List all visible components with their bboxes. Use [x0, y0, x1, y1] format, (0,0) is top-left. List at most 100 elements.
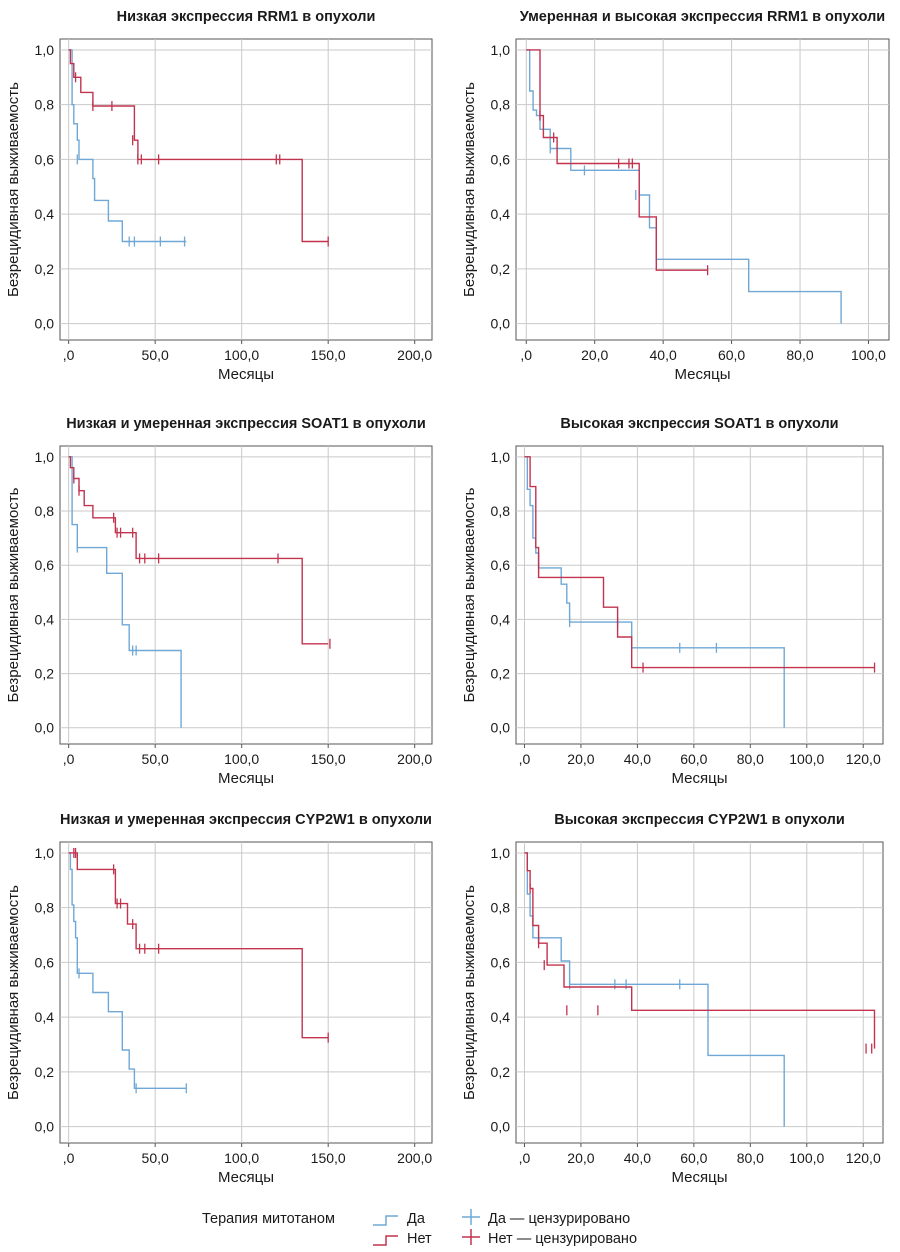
y-tick-label: 0,6	[491, 151, 511, 167]
km-panel-4: Высокая экспрессия SOAT1 в опухоли 0,0 0,2…	[461, 416, 884, 787]
x-tick-label: 120,0	[846, 1150, 881, 1166]
y-tick-label: 1,0	[35, 449, 55, 465]
panel-title: Низкая и умеренная экспрессия SOAT1 в оп…	[66, 416, 426, 432]
x-tick-label: 120,0	[846, 751, 881, 767]
panel-title: Умеренная и высокая экспрессия RRM1 в оп…	[520, 9, 885, 25]
x-tick-label: ,0	[63, 751, 75, 767]
x-tick-label: 150,0	[311, 751, 346, 767]
x-tick-label: 20,0	[567, 1150, 594, 1166]
y-tick-label: 0,6	[491, 557, 511, 573]
plot-frame	[515, 445, 884, 745]
km-panel-6: Высокая экспрессия CYP2W1 в опухоли 0,0 0,…	[461, 812, 884, 1186]
plot-frame	[59, 841, 433, 1144]
y-tick-label: 0,2	[491, 1064, 511, 1080]
x-tick-label: 100,0	[224, 751, 259, 767]
y-tick-label: 1,0	[491, 449, 511, 465]
y-axis-label: Безрецидивная выживаемость	[5, 82, 22, 297]
x-tick-label: 80,0	[737, 1150, 764, 1166]
x-tick-label: 80,0	[737, 751, 764, 767]
plot-frame	[59, 38, 433, 341]
y-tick-label: 0,8	[491, 900, 511, 916]
km-panel-5: Низкая и умеренная экспрессия CYP2W1 в о…	[5, 812, 433, 1186]
y-tick-label: 1,0	[491, 845, 511, 861]
legend-yes-censored-label: Да — цензурировано	[488, 1211, 630, 1227]
y-tick-label: 0,6	[491, 954, 511, 970]
y-axis-label: Безрецидивная выживаемость	[5, 885, 22, 1100]
legend: Терапия митотаном Да Нет Да — цензуриров…	[202, 1209, 637, 1247]
y-tick-label: 0,8	[491, 97, 511, 113]
km-panels: Низкая экспрессия RRM1 в опухоли 0,0 0,2 0,…	[5, 9, 890, 1186]
legend-no-censored-mark	[462, 1229, 480, 1245]
x-tick-label: 80,0	[786, 347, 813, 363]
y-tick-label: 1,0	[491, 42, 511, 58]
x-axis-label: Месяцы	[218, 366, 274, 383]
panel-title: Высокая экспрессия CYP2W1 в опухоли	[554, 812, 845, 828]
series-no-step-curve	[524, 852, 876, 1049]
legend-yes-label: Да	[407, 1211, 426, 1227]
legend-yes-swatch	[373, 1215, 398, 1226]
x-tick-label: 200,0	[397, 347, 432, 363]
x-tick-label: 50,0	[142, 347, 169, 363]
x-tick-label: 40,0	[650, 347, 677, 363]
series-no-step-curve	[68, 49, 329, 243]
y-tick-label: 0,2	[35, 1064, 55, 1080]
x-tick-label: 50,0	[142, 1150, 169, 1166]
x-tick-label: 60,0	[680, 1150, 707, 1166]
y-tick-label: 0,0	[491, 1119, 511, 1135]
x-tick-label: 60,0	[718, 347, 745, 363]
series-yes-step-curve	[524, 852, 785, 1127]
y-tick-label: 0,8	[35, 503, 55, 519]
x-tick-label: 20,0	[567, 751, 594, 767]
x-tick-label: ,0	[63, 347, 75, 363]
y-tick-label: 0,6	[35, 557, 55, 573]
x-axis-label: Месяцы	[218, 1169, 274, 1186]
y-tick-label: 0,4	[491, 1009, 511, 1025]
km-panel-2: Умеренная и высокая экспрессия RRM1 в оп…	[461, 9, 890, 383]
x-tick-label: ,0	[520, 347, 532, 363]
series-yes-step-curve	[526, 49, 842, 324]
y-axis-label: Безрецидивная выживаемость	[461, 885, 478, 1100]
panel-title: Низкая и умеренная экспрессия CYP2W1 в о…	[60, 812, 432, 828]
legend-no-swatch	[373, 1235, 398, 1246]
x-tick-label: 200,0	[397, 751, 432, 767]
x-axis-label: Месяцы	[671, 770, 727, 787]
plot-frame	[515, 841, 884, 1144]
y-tick-label: 0,4	[35, 206, 55, 222]
x-tick-label: 40,0	[624, 1150, 651, 1166]
x-tick-label: 20,0	[581, 347, 608, 363]
plot-frame	[515, 38, 890, 341]
y-tick-label: 0,8	[35, 900, 55, 916]
x-tick-label: 150,0	[311, 1150, 346, 1166]
legend-no-censored-label: Нет — цензурировано	[488, 1231, 637, 1247]
x-tick-label: 100,0	[224, 1150, 259, 1166]
x-tick-label: 150,0	[311, 347, 346, 363]
series-yes-step-curve	[68, 456, 182, 728]
y-tick-label: 0,8	[35, 97, 55, 113]
x-tick-label: 100,0	[224, 347, 259, 363]
y-tick-label: 0,4	[35, 1009, 55, 1025]
x-tick-label: 100,0	[789, 1150, 824, 1166]
panel-title: Высокая экспрессия SOAT1 в опухоли	[560, 416, 838, 432]
series-yes-step-curve	[68, 49, 187, 243]
legend-no-label: Нет	[407, 1231, 432, 1247]
x-tick-label: 50,0	[142, 751, 169, 767]
series-no-step-curve	[526, 49, 708, 271]
x-tick-label: 200,0	[397, 1150, 432, 1166]
y-tick-label: 0,4	[491, 611, 511, 627]
y-tick-label: 0,4	[491, 206, 511, 222]
x-tick-label: 100,0	[851, 347, 886, 363]
x-axis-label: Месяцы	[218, 770, 274, 787]
plot-frame	[59, 445, 433, 745]
x-tick-label: ,0	[519, 1150, 531, 1166]
series-no-step-curve	[68, 852, 329, 1039]
y-tick-label: 0,8	[491, 503, 511, 519]
y-tick-label: 0,2	[35, 666, 55, 682]
x-axis-label: Месяцы	[671, 1169, 727, 1186]
y-tick-label: 0,0	[491, 720, 511, 736]
y-tick-label: 0,0	[35, 720, 55, 736]
series-no-step-curve	[524, 456, 875, 669]
km-panel-1: Низкая экспрессия RRM1 в опухоли 0,0 0,2 0,…	[5, 9, 433, 383]
y-tick-label: 0,2	[35, 261, 55, 277]
legend-yes-censored-mark	[462, 1209, 480, 1225]
